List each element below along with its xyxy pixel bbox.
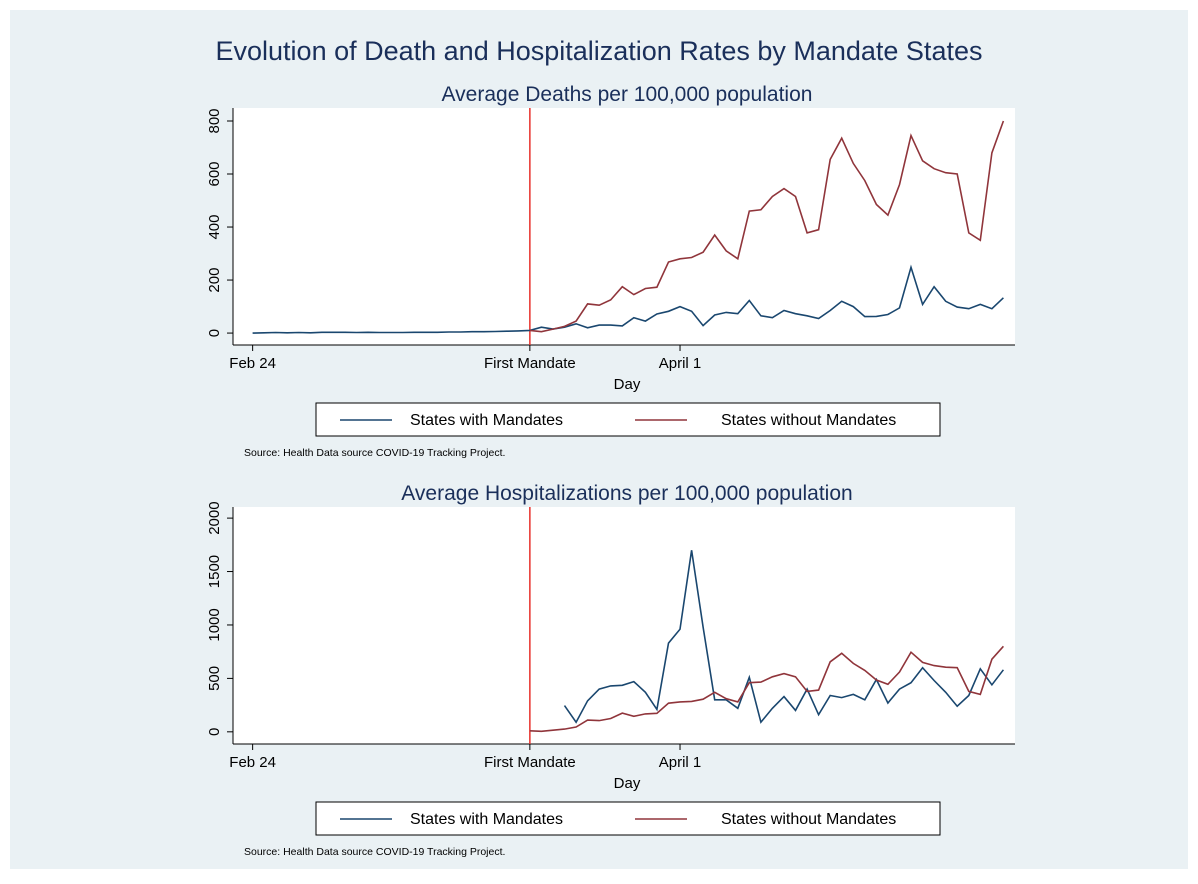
legend-label: States with Mandates <box>410 412 563 429</box>
series-line <box>529 120 1005 333</box>
x-axis-label: Day <box>614 376 641 393</box>
x-tick-label: April 1 <box>659 754 702 771</box>
plot-area <box>233 108 1015 345</box>
y-tick-label: 1500 <box>206 555 223 588</box>
x-tick-label: Feb 24 <box>229 754 276 771</box>
y-tick-label: 500 <box>206 666 223 691</box>
y-tick-label: 600 <box>206 161 223 186</box>
y-tick-label: 200 <box>206 268 223 293</box>
y-tick-label: 800 <box>206 108 223 133</box>
legend-label: States with Mandates <box>410 811 563 828</box>
legend-label: States without Mandates <box>721 412 896 429</box>
x-tick-label: First Mandate <box>484 754 576 771</box>
source-note: Source: Health Data source COVID-19 Trac… <box>244 846 505 858</box>
main-title: Evolution of Death and Hospitalization R… <box>216 36 983 66</box>
series-line <box>252 264 1004 334</box>
source-note: Source: Health Data source COVID-19 Trac… <box>244 447 505 459</box>
legend <box>315 801 941 836</box>
series-line <box>529 645 1004 733</box>
chart-title: Average Hospitalizations per 100,000 pop… <box>401 482 852 505</box>
x-tick-label: Feb 24 <box>229 355 276 372</box>
x-tick-label: First Mandate <box>484 355 576 372</box>
y-tick-label: 1000 <box>206 608 223 641</box>
y-tick-label: 0 <box>206 329 223 337</box>
y-tick-label: 0 <box>206 728 223 736</box>
x-tick-label: April 1 <box>659 355 702 372</box>
legend <box>315 402 941 437</box>
series-line <box>563 550 1005 724</box>
x-axis-label: Day <box>614 775 641 792</box>
legend-label: States without Mandates <box>721 811 896 828</box>
chart-title: Average Deaths per 100,000 population <box>442 83 813 106</box>
y-tick-label: 2000 <box>206 501 223 534</box>
y-tick-label: 400 <box>206 215 223 240</box>
plot-area <box>233 507 1015 744</box>
